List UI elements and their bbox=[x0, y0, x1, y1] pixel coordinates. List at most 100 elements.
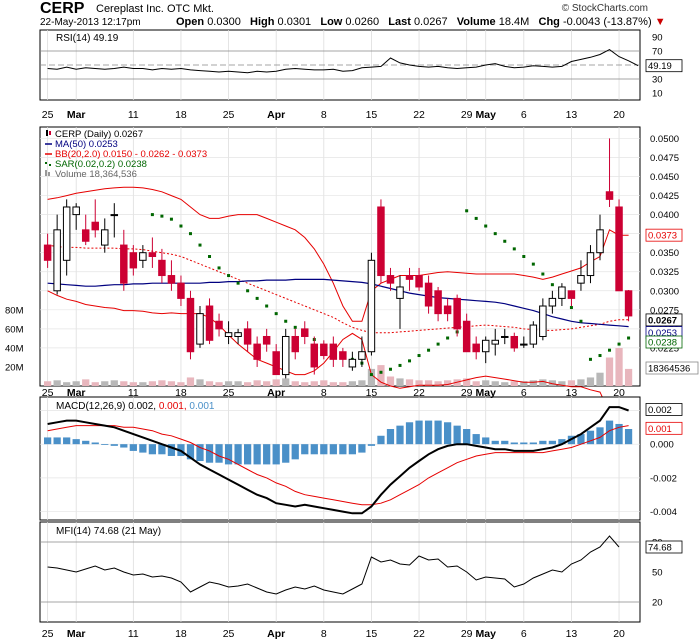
candle-body bbox=[281, 335, 290, 376]
macd-hist-bar bbox=[577, 434, 585, 445]
date-axis-label: 25 bbox=[42, 628, 54, 639]
sar-tag-box bbox=[645, 335, 683, 349]
macd-signal-tag-box bbox=[645, 421, 683, 435]
date-axis-label: Apr bbox=[267, 109, 285, 121]
candle-body bbox=[529, 324, 538, 345]
volume-bar bbox=[205, 381, 214, 386]
last-value: 0.0267 bbox=[413, 16, 448, 28]
date-axis-label: 22 bbox=[413, 628, 425, 639]
sar-dot bbox=[398, 363, 402, 367]
volume-bar bbox=[148, 381, 156, 386]
volume-bar bbox=[177, 382, 185, 386]
macd-hist-bar bbox=[120, 444, 128, 448]
macd-hist-bar bbox=[110, 444, 118, 446]
volume-tick-label: 40M bbox=[5, 344, 24, 355]
sar-dot bbox=[541, 272, 545, 276]
bb-upper-tag-box bbox=[645, 228, 683, 242]
bb-upper-line bbox=[47, 186, 629, 322]
volume-bar bbox=[310, 381, 318, 386]
price-legend-item: SAR(0.02,0.2) 0.0238 bbox=[45, 159, 147, 170]
sar-dot bbox=[569, 306, 573, 310]
sar-dot bbox=[608, 348, 612, 352]
chg-label: Chg bbox=[538, 16, 560, 28]
sar-tag: 0.0238 bbox=[645, 335, 683, 349]
date-axis-label: 20 bbox=[613, 109, 625, 121]
price-tick-label: 0.0300 bbox=[650, 286, 679, 297]
sar-dot bbox=[588, 357, 592, 361]
volume-bar bbox=[405, 379, 414, 386]
macd-tag-text: 0.002 bbox=[648, 405, 672, 416]
macd-hist-bar bbox=[244, 444, 252, 465]
date-axis-label: May bbox=[475, 628, 496, 639]
volume-tag-text: 18364536 bbox=[648, 364, 690, 375]
price-legend-item: CERP (Daily) 0.0267 bbox=[46, 129, 143, 140]
macd-hist-bar bbox=[82, 440, 90, 445]
macd-hist-bar bbox=[615, 423, 623, 445]
volume-bar bbox=[424, 380, 433, 386]
macd-tag-box bbox=[645, 403, 683, 416]
bb-lower-line bbox=[47, 290, 629, 414]
sar-dot bbox=[484, 224, 488, 228]
volume-bar bbox=[244, 382, 252, 386]
sar-dot bbox=[188, 232, 192, 236]
price-legend-text: BB(20,2.0) 0.0150 - 0.0262 - 0.0373 bbox=[55, 149, 207, 160]
sar-dot bbox=[265, 304, 269, 308]
macd-tick-label: 0.000 bbox=[650, 440, 674, 451]
candle-body bbox=[101, 229, 109, 246]
sar-dot bbox=[246, 289, 250, 293]
bb-upper-tag-text: 0.0373 bbox=[648, 231, 677, 242]
candle-body bbox=[196, 313, 204, 345]
candle-body bbox=[539, 305, 547, 337]
candle-body bbox=[615, 206, 623, 292]
candle-body bbox=[548, 297, 557, 307]
price-tick-label: 0.0350 bbox=[650, 248, 679, 259]
candle-body bbox=[453, 297, 461, 330]
macd-label-part: 0.001 bbox=[189, 401, 214, 412]
macd-hist-bar bbox=[472, 434, 480, 445]
volume-bar bbox=[63, 382, 71, 386]
volume-bar bbox=[329, 382, 337, 386]
candle-body bbox=[120, 244, 128, 284]
candle-body bbox=[605, 191, 614, 200]
candle-body bbox=[415, 275, 423, 288]
date-axis-label: May bbox=[475, 387, 496, 399]
macd-hist-bar bbox=[291, 444, 299, 460]
volume-bar bbox=[44, 381, 52, 386]
candle-body bbox=[301, 328, 309, 337]
date-axis-label: 13 bbox=[566, 628, 578, 639]
volume-bar bbox=[196, 379, 204, 386]
sar-dot bbox=[160, 214, 164, 218]
rsi-tick-label: 90 bbox=[652, 33, 663, 44]
macd-hist-bar bbox=[282, 444, 290, 463]
mfi-tick-label: 20 bbox=[652, 598, 663, 609]
candle-body bbox=[91, 221, 99, 231]
macd-hist-bar bbox=[520, 442, 528, 445]
candle-body bbox=[148, 252, 157, 258]
volume-bar bbox=[224, 381, 233, 386]
candle-body bbox=[224, 332, 233, 337]
macd-hist-bar bbox=[234, 444, 242, 465]
macd-hist-bar bbox=[501, 440, 509, 445]
bb-upper-tag: 0.0373 bbox=[645, 228, 683, 242]
macd-hist-bar bbox=[453, 425, 461, 445]
macd-hist-bar bbox=[158, 444, 166, 455]
legend-swatch bbox=[45, 162, 47, 164]
exchange-label: OTC Mkt. bbox=[166, 3, 214, 15]
price-tick-label: 0.0325 bbox=[650, 267, 679, 278]
volume-bar bbox=[615, 348, 623, 386]
price-legend-item: BB(20,2.0) 0.0150 - 0.0262 - 0.0373 bbox=[45, 149, 207, 160]
candle-body bbox=[567, 290, 576, 299]
date-axis-label: 13 bbox=[566, 387, 578, 399]
volume-bar bbox=[272, 379, 280, 386]
sar-dot bbox=[446, 336, 450, 340]
open-label: Open bbox=[176, 16, 205, 28]
macd-signal-tag: 0.001 bbox=[645, 421, 683, 435]
down-arrow-icon: ▼ bbox=[654, 16, 666, 28]
macd-hist-bar bbox=[224, 444, 233, 465]
date-axis-label: 6 bbox=[521, 387, 527, 399]
macd-hist-bar bbox=[129, 444, 137, 451]
volume-bar bbox=[596, 372, 604, 386]
candle-body bbox=[377, 206, 385, 277]
date-axis-label: 15 bbox=[366, 109, 378, 121]
